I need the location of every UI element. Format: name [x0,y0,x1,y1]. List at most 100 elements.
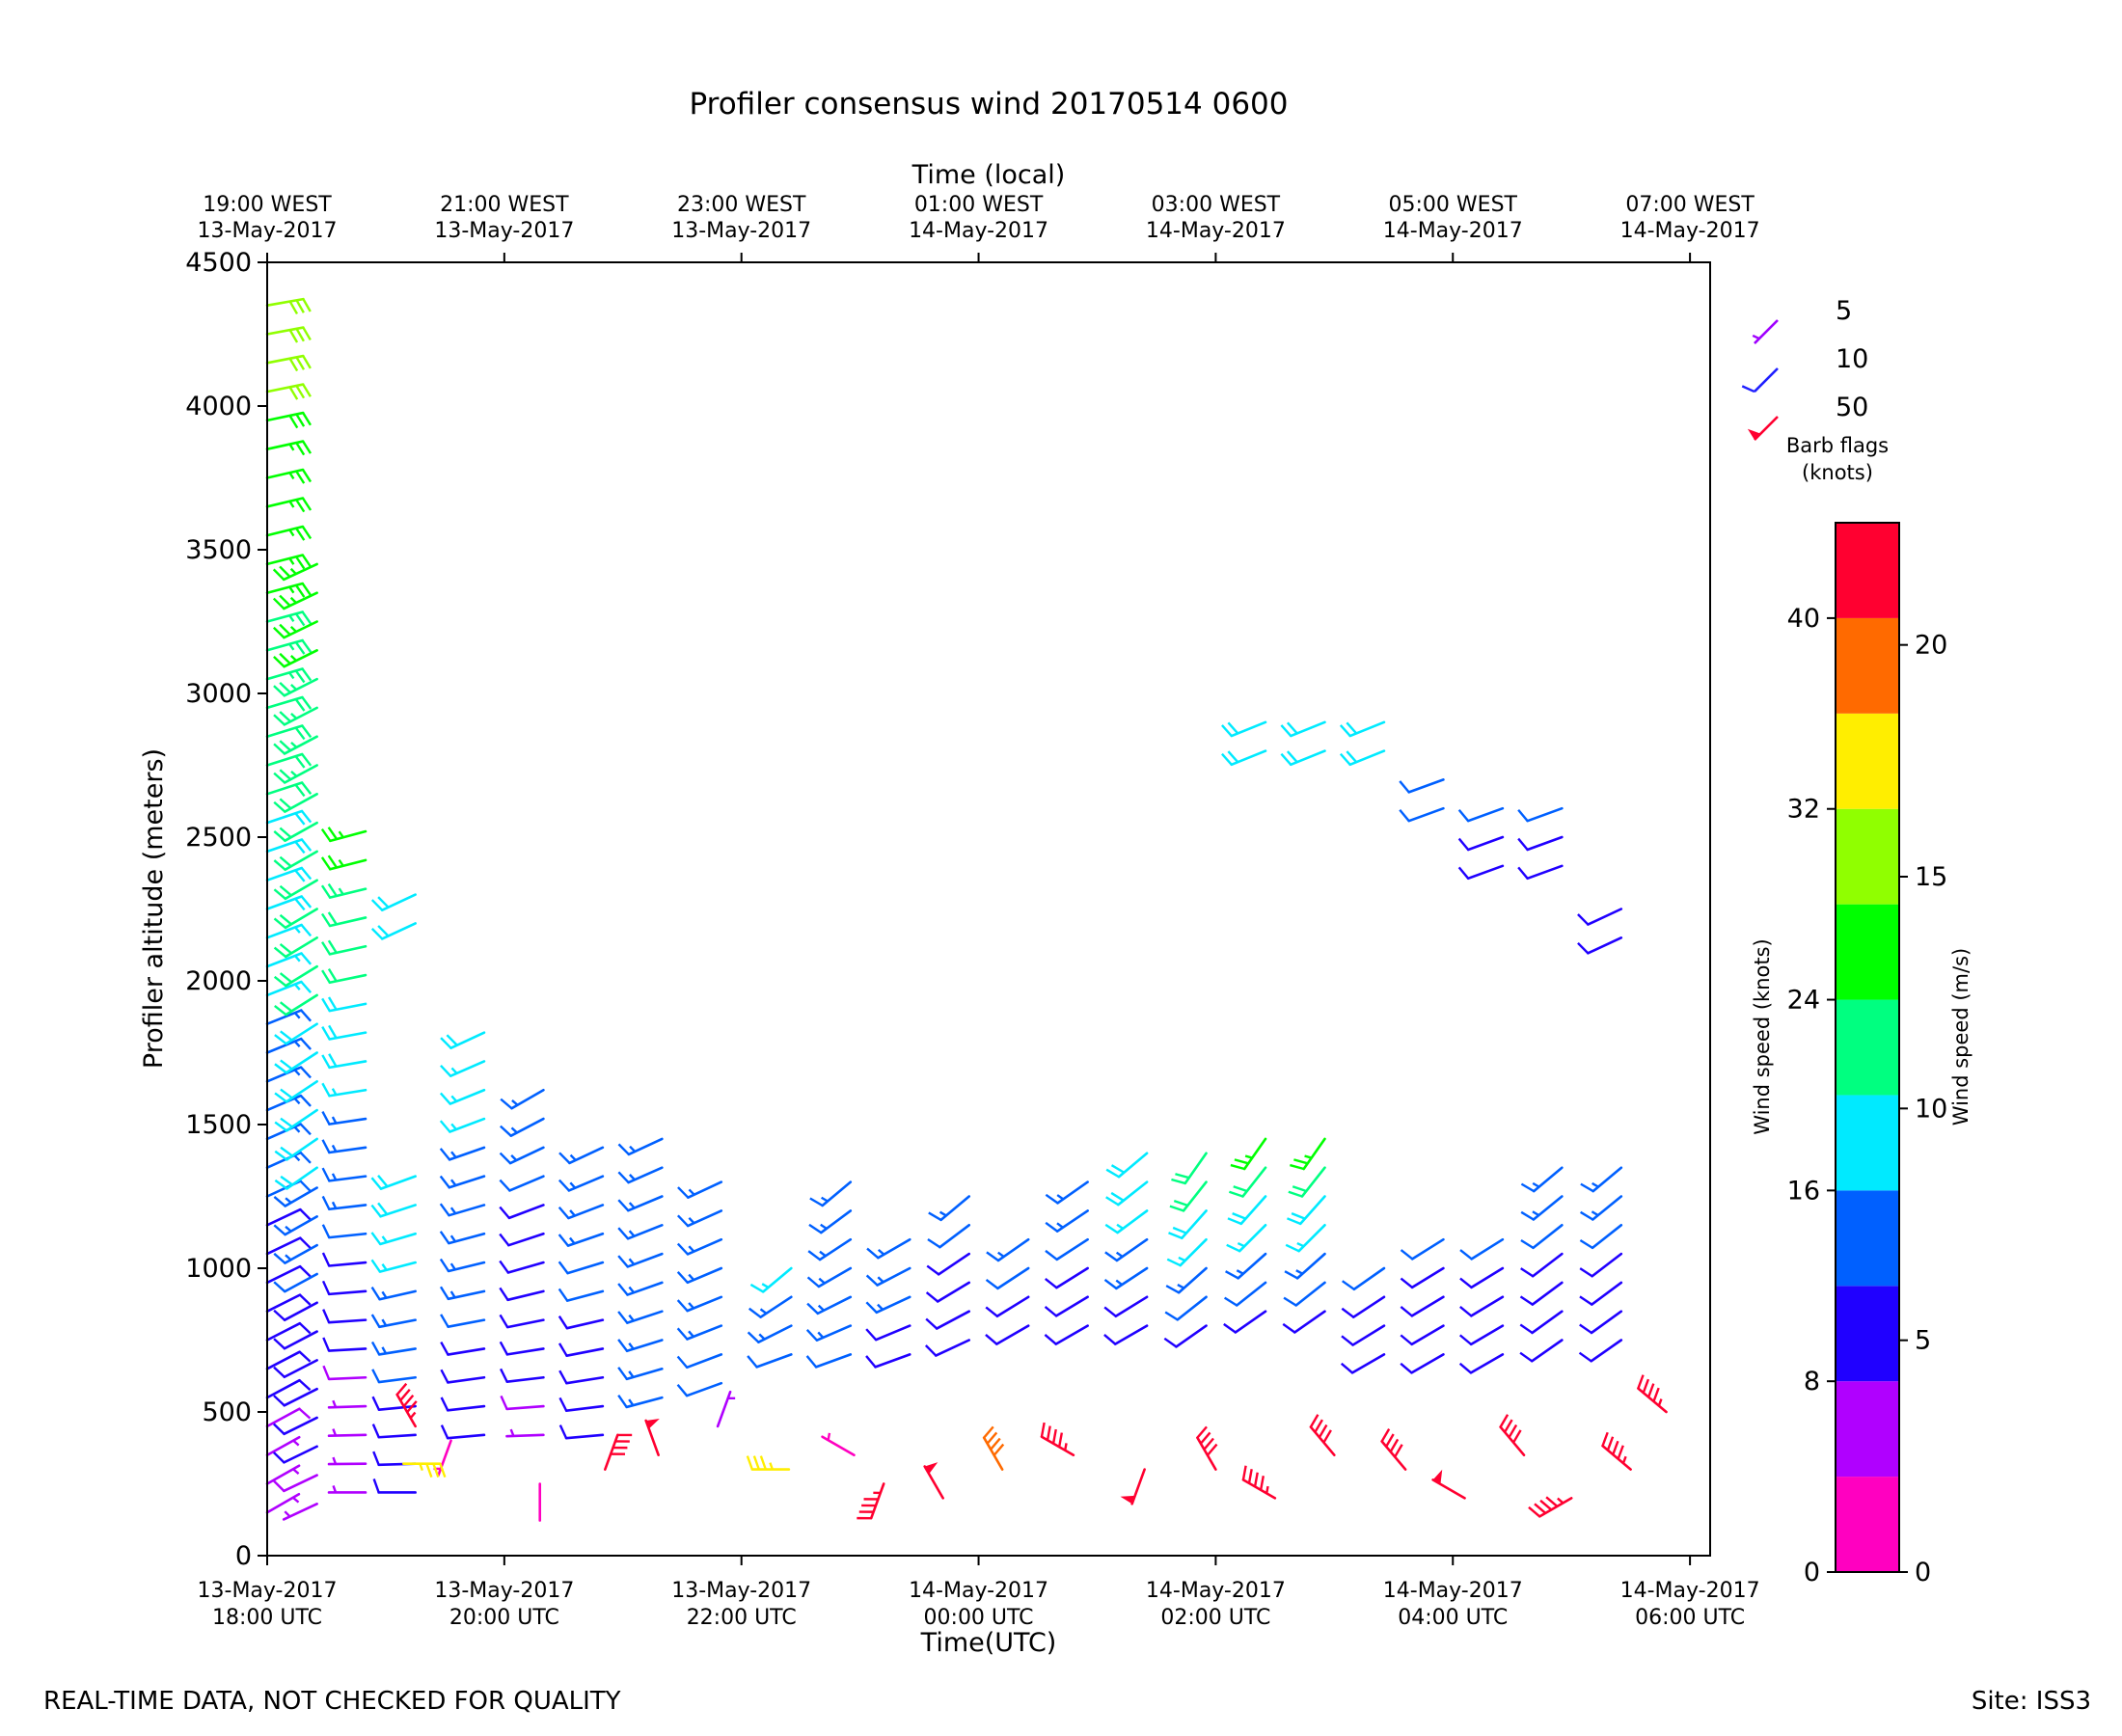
wind-barb [1458,1324,1505,1346]
wind-barb [924,1339,971,1357]
wind-barb [1400,1324,1445,1346]
wind-barb [265,326,312,343]
wind-barb [1105,1152,1149,1179]
wind-barb [1637,1374,1668,1414]
wind-barb [1459,1266,1505,1289]
wind-barb [1499,1414,1526,1456]
wind-barb [499,1175,545,1192]
wind-barb [440,1060,486,1077]
wind-barb [1577,908,1623,926]
x-tick-label-time: 18:00 UTC [212,1606,322,1630]
wind-barb [439,1258,486,1273]
wind-barb [1340,1353,1386,1374]
wind-barb [440,1314,486,1329]
x-tick-label-date: 14-May-2017 [1146,1579,1286,1603]
wind-barb [273,850,318,872]
colorbar-segment [1836,999,1899,1096]
wind-barb [1221,749,1267,767]
wind-barb [370,1287,417,1301]
wind-barb [1285,1224,1326,1253]
barb-column [1103,1152,1149,1345]
wind-barb [439,1117,486,1133]
wind-barb [439,1146,486,1161]
wind-barb [265,1464,301,1485]
top-tick-label-date: 13-May-2017 [434,219,574,243]
wind-barb [265,980,313,997]
colorbar-segment [1836,1286,1899,1382]
wind-barb [1457,806,1505,823]
wind-barb [273,821,318,842]
wind-barb [558,1316,605,1330]
wind-barb [370,1232,417,1246]
wind-barb [558,1204,605,1220]
wind-barb [439,1203,486,1217]
wind-barb [985,1266,1030,1290]
wind-barb [500,1117,545,1137]
wind-barb [1519,1310,1564,1335]
wind-barb [440,1031,486,1049]
wind-barb [1225,1252,1267,1280]
wind-barb [1044,1295,1089,1317]
colorbar-knots-tick-label: 0 [1804,1558,1820,1587]
wind-barb [321,1280,367,1296]
top-tick-label-date: 14-May-2017 [1620,219,1760,243]
wind-barb [372,1478,417,1494]
top-tick-label-time: 03:00 WEST [1152,193,1281,217]
wind-barb [1104,1209,1149,1234]
barb-column [1044,1180,1089,1345]
wind-barb [1520,1195,1564,1221]
colorbar-segment [1836,808,1899,905]
wind-barb [558,1424,605,1440]
wind-barb [1286,1195,1326,1226]
wind-barb [747,1324,793,1343]
wind-barb [320,854,367,871]
wind-barb [282,1503,318,1521]
wind-barb [273,792,318,813]
wind-barb [1196,1425,1218,1471]
x-tick-label-date: 13-May-2017 [198,1579,338,1603]
wind-barb [1601,1431,1632,1471]
wind-barb [265,1493,301,1514]
wind-barb [320,827,367,843]
wind-barb [617,1310,664,1324]
wind-barb [1458,1353,1505,1374]
wind-barb [1399,806,1445,823]
wind-barb [617,1339,664,1353]
wind-barb [925,1281,971,1303]
wind-barb [985,1295,1030,1318]
wind-barb [1309,1414,1336,1456]
wind-barb [370,893,417,911]
wind-barb [676,1381,723,1397]
barb-legend-item: 50 [1747,393,1868,441]
wind-barb [1163,1324,1208,1348]
wind-barb [265,952,313,968]
wind-barb [274,1051,318,1074]
wind-barb [505,1428,545,1438]
wind-barb [321,996,367,1013]
wind-barb [272,1445,318,1464]
y-tick-label: 2500 [185,823,252,853]
x-tick-label-time: 20:00 UTC [449,1606,559,1630]
wind-barb [1400,1266,1445,1289]
wind-barb [1517,835,1564,852]
wind-barb [558,1146,605,1165]
wind-barb [265,1293,312,1313]
wind-barb [321,1167,367,1182]
wind-barb [1520,1224,1564,1250]
wind-barb [558,1232,605,1247]
wind-barb [558,1370,605,1385]
wind-barb [558,1175,605,1192]
x-tick-label-time: 02:00 UTC [1160,1606,1270,1630]
wind-barb [716,1390,736,1428]
y-tick-label: 4500 [185,248,252,278]
barb-legend-label: 10 [1836,344,1868,374]
wind-barb [1284,1252,1326,1280]
colorbar-segment [1836,523,1899,618]
wind-barb [749,1266,793,1293]
wind-barb [821,1432,856,1456]
wind-barb [1230,1137,1267,1171]
barb-column [805,1180,853,1369]
wind-barb [371,1396,417,1411]
wind-barb [1342,1266,1386,1291]
wind-barb [1290,1137,1326,1171]
